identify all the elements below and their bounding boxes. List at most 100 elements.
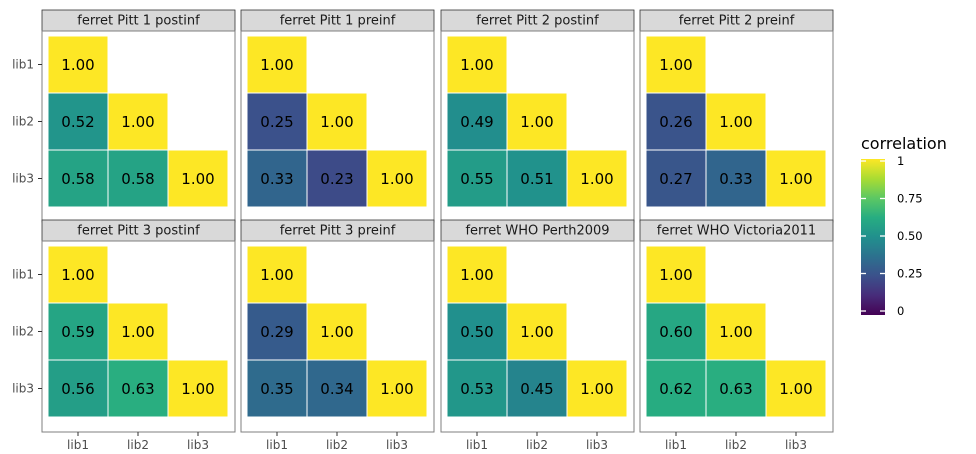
facet-title: ferret WHO Perth2009	[465, 224, 609, 239]
cell-label: 0.56	[61, 380, 94, 398]
cell-label: 0.25	[260, 113, 293, 131]
cell-label: 1.00	[121, 113, 154, 131]
cell-label: 1.00	[260, 56, 293, 74]
facet-title: ferret Pitt 1 postinf	[77, 14, 200, 29]
x-tick-label: lib2	[526, 438, 548, 452]
cell-label: 0.35	[260, 380, 293, 398]
cell-label: 0.63	[121, 380, 154, 398]
facet-title: ferret Pitt 3 preinf	[280, 224, 396, 239]
legend-title: correlation	[861, 134, 947, 153]
x-tick-label: lib1	[665, 438, 687, 452]
cell-label: 0.58	[121, 170, 154, 188]
facet-title: ferret Pitt 1 preinf	[280, 14, 396, 29]
cell-label: 1.00	[520, 323, 553, 341]
facet-panel: ferret Pitt 1 postinf 1.00 0.52 1.00 0.58 0.5…	[12, 9, 236, 223]
cell-label: 1.00	[380, 380, 413, 398]
legend-tick-label: 0	[897, 304, 904, 318]
facet-title: ferret WHO Victoria2011	[657, 224, 816, 239]
heatmap-cell	[765, 359, 827, 418]
cell-label: 0.55	[460, 170, 493, 188]
legend-tick-label: 1	[897, 154, 904, 168]
heatmap-cell	[765, 149, 827, 208]
cell-label: 1.00	[520, 113, 553, 131]
cell-label: 0.34	[320, 380, 353, 398]
cell-label: 1.00	[659, 56, 692, 74]
facet-title: ferret Pitt 2 postinf	[476, 14, 599, 29]
cell-label: 0.26	[659, 113, 692, 131]
heatmap-cell	[506, 359, 568, 418]
heatmap-cell	[306, 149, 368, 208]
cell-label: 0.51	[520, 170, 553, 188]
cell-label: 0.53	[460, 380, 493, 398]
x-tick-label: lib1	[466, 438, 488, 452]
cell-label: 0.27	[659, 170, 692, 188]
legend-tick-label: 0.50	[897, 229, 923, 243]
cell-label: 1.00	[181, 170, 214, 188]
cell-label: 0.50	[460, 323, 493, 341]
cell-label: 1.00	[320, 323, 353, 341]
facet-title: ferret Pitt 3 postinf	[77, 224, 200, 239]
heatmap-cell	[705, 149, 767, 208]
heatmap-cell	[47, 149, 109, 208]
facet-panel: ferret Pitt 3 preinf 1.00 0.29 1.00 0.35 0.34…	[240, 219, 435, 452]
cell-label: 1.00	[460, 56, 493, 74]
cell-label: 1.00	[181, 380, 214, 398]
heatmap-cell	[506, 92, 568, 151]
x-tick-label: lib3	[386, 438, 408, 452]
heatmap-cell	[246, 245, 308, 304]
heatmap-cell	[366, 149, 428, 208]
heatmap-cell	[107, 302, 169, 361]
heatmap-cell	[47, 92, 109, 151]
heatmap-cell	[306, 359, 368, 418]
x-tick-label: lib3	[785, 438, 807, 452]
heatmap-cell	[47, 35, 109, 94]
cell-label: 0.29	[260, 323, 293, 341]
heatmap-cell	[446, 359, 508, 418]
y-tick-label: lib3	[12, 172, 34, 186]
cell-label: 0.62	[659, 380, 692, 398]
heatmap-cell	[705, 359, 767, 418]
heatmap-cell	[47, 359, 109, 418]
facet-title: ferret Pitt 2 preinf	[679, 14, 795, 29]
cell-label: 0.33	[260, 170, 293, 188]
heatmap-cell	[645, 302, 707, 361]
heatmap-cell	[446, 92, 508, 151]
heatmap-cell	[566, 149, 628, 208]
cell-label: 0.63	[719, 380, 752, 398]
heatmap-cell	[645, 92, 707, 151]
cell-label: 1.00	[580, 170, 613, 188]
x-tick-label: lib1	[67, 438, 89, 452]
cell-label: 1.00	[320, 113, 353, 131]
cell-label: 0.49	[460, 113, 493, 131]
cell-label: 1.00	[659, 266, 692, 284]
y-tick-label: lib3	[12, 382, 34, 396]
facet-panel: ferret Pitt 1 preinf 1.00 0.25 1.00 0.33 0.23…	[240, 9, 435, 223]
cell-label: 1.00	[580, 380, 613, 398]
y-tick-label: lib2	[12, 325, 34, 339]
y-tick-label: lib2	[12, 115, 34, 129]
x-tick-label: lib3	[586, 438, 608, 452]
legend-tick-label: 0.25	[897, 267, 923, 281]
cell-label: 0.23	[320, 170, 353, 188]
heatmap-cell	[306, 92, 368, 151]
cell-label: 0.60	[659, 323, 692, 341]
heatmap-cell	[645, 35, 707, 94]
x-tick-label: lib2	[725, 438, 747, 452]
facet-panel: ferret Pitt 2 preinf 1.00 0.26 1.00 0.27 0.33…	[639, 9, 834, 223]
heatmap-cell	[107, 149, 169, 208]
heatmap-cell	[506, 302, 568, 361]
heatmap-cell	[167, 359, 229, 418]
x-tick-label: lib3	[187, 438, 209, 452]
legend-tick-label: 0.75	[897, 192, 923, 206]
heatmap-cell	[167, 149, 229, 208]
facet-panel: ferret WHO Perth2009 1.00 0.50 1.00 0.53 0.45…	[440, 219, 635, 452]
cell-label: 0.52	[61, 113, 94, 131]
cell-label: 0.59	[61, 323, 94, 341]
cell-label: 1.00	[719, 323, 752, 341]
cell-label: 1.00	[121, 323, 154, 341]
cell-label: 1.00	[460, 266, 493, 284]
cell-label: 1.00	[380, 170, 413, 188]
cell-label: 1.00	[719, 113, 752, 131]
